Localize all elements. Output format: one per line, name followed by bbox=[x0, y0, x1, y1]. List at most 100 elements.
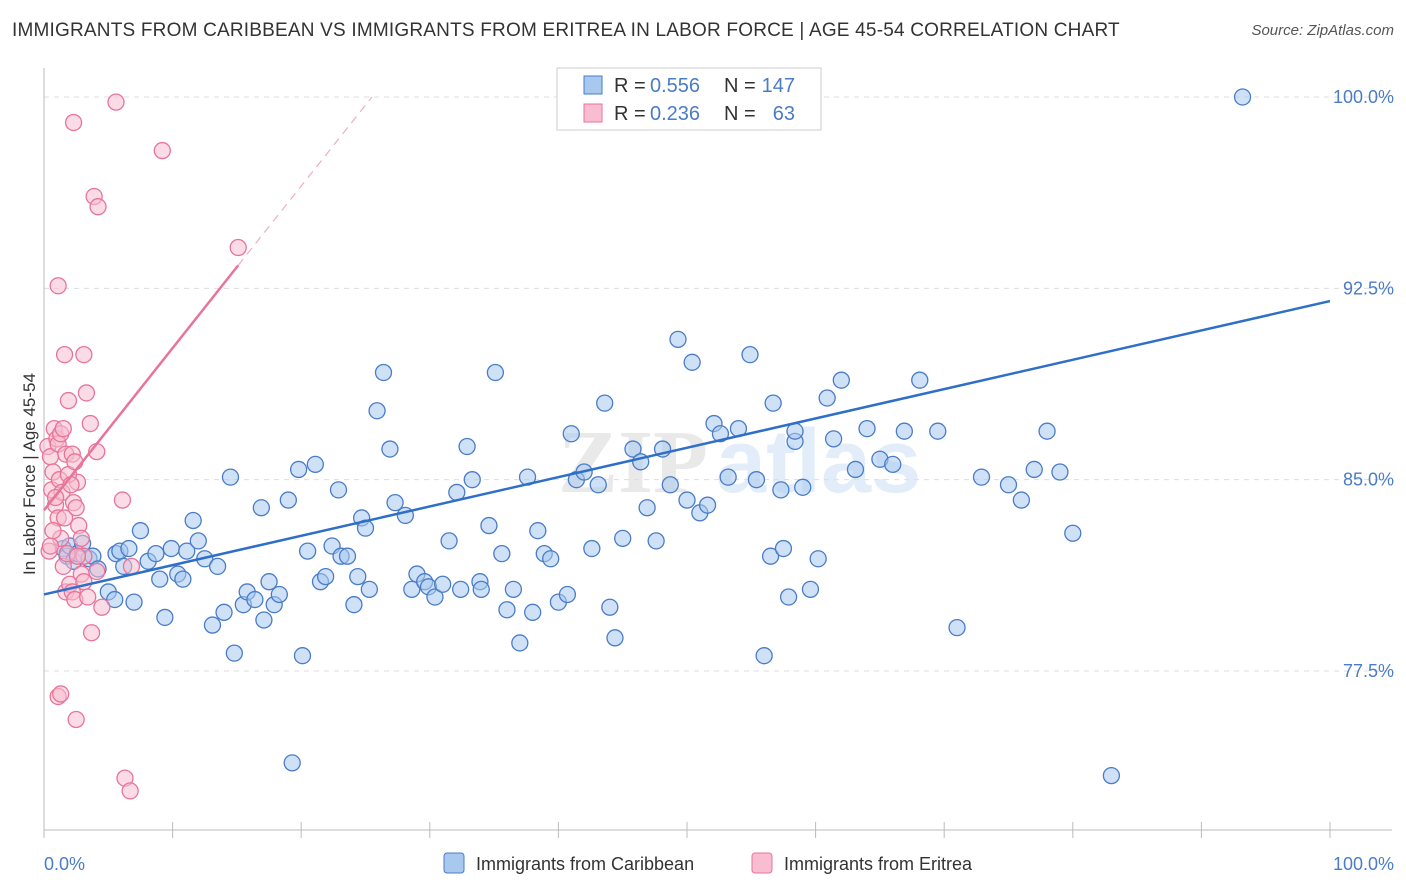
legend: Immigrants from Caribbean Immigrants fro… bbox=[443, 852, 973, 874]
trend-line-eritrea-extension bbox=[237, 96, 373, 266]
y-tick-label: 92.5% bbox=[1343, 278, 1394, 298]
data-point-caribbean bbox=[440, 532, 458, 550]
data-point-caribbean bbox=[349, 567, 367, 586]
data-point-eritrea bbox=[54, 419, 72, 438]
data-point-eritrea bbox=[67, 710, 85, 729]
stats-swatch-caribbean bbox=[583, 75, 603, 95]
data-point-caribbean bbox=[147, 544, 165, 563]
data-point-caribbean bbox=[999, 476, 1018, 494]
data-point-caribbean bbox=[162, 539, 180, 558]
data-point-caribbean bbox=[270, 585, 288, 604]
data-point-eritrea bbox=[77, 384, 96, 402]
data-point-caribbean bbox=[255, 611, 273, 629]
trend-lines bbox=[43, 96, 1331, 596]
data-point-caribbean bbox=[1012, 491, 1031, 509]
stats-r-value-eritrea: 0.236 bbox=[650, 103, 700, 125]
data-point-caribbean bbox=[524, 603, 542, 621]
data-point-caribbean bbox=[764, 394, 782, 412]
data-point-caribbean bbox=[801, 580, 820, 599]
data-point-caribbean bbox=[252, 499, 270, 517]
data-point-caribbean bbox=[293, 647, 312, 665]
data-point-caribbean bbox=[794, 478, 812, 496]
data-point-caribbean bbox=[1102, 766, 1121, 785]
data-point-caribbean bbox=[225, 644, 243, 662]
data-point-caribbean bbox=[246, 590, 264, 609]
data-point-caribbean bbox=[818, 389, 836, 407]
data-point-caribbean bbox=[911, 371, 929, 389]
data-point-caribbean bbox=[596, 394, 614, 412]
data-point-caribbean bbox=[493, 544, 511, 563]
data-point-caribbean bbox=[480, 516, 498, 535]
data-point-eritrea bbox=[75, 346, 93, 364]
data-point-caribbean bbox=[719, 468, 737, 486]
data-point-caribbean bbox=[711, 425, 730, 443]
stats-n-value-eritrea: 63 bbox=[773, 103, 795, 125]
chart-title: IMMIGRANTS FROM CARIBBEAN VS IMMIGRANTS … bbox=[12, 20, 1120, 41]
data-point-caribbean bbox=[452, 580, 470, 599]
data-point-caribbean bbox=[683, 353, 701, 371]
data-point-caribbean bbox=[614, 529, 632, 547]
data-point-eritrea bbox=[89, 198, 107, 216]
data-point-eritrea bbox=[64, 113, 83, 132]
y-axis-title: In Labor Force | Age 45-54 bbox=[20, 373, 39, 575]
data-point-caribbean bbox=[929, 422, 947, 440]
data-point-caribbean bbox=[131, 522, 150, 540]
data-point-caribbean bbox=[329, 481, 348, 499]
stats-r-label-eritrea: R = bbox=[614, 103, 646, 125]
x-axis-ticks bbox=[43, 822, 1331, 838]
data-point-caribbean bbox=[583, 539, 601, 558]
data-point-caribbean bbox=[1038, 422, 1056, 440]
data-point-caribbean bbox=[558, 585, 577, 604]
data-point-caribbean bbox=[529, 522, 547, 540]
data-point-eritrea bbox=[93, 598, 111, 616]
data-point-eritrea bbox=[113, 491, 132, 509]
data-point-caribbean bbox=[846, 460, 865, 479]
data-point-caribbean bbox=[184, 511, 202, 530]
data-point-eritrea bbox=[229, 238, 247, 257]
data-point-caribbean bbox=[504, 580, 523, 599]
data-point-caribbean bbox=[638, 499, 656, 517]
data-point-caribbean bbox=[374, 363, 393, 382]
legend-label-eritrea: Immigrants from Eritrea bbox=[784, 854, 973, 874]
data-point-caribbean bbox=[289, 460, 308, 479]
data-point-caribbean bbox=[178, 542, 196, 560]
data-point-caribbean bbox=[747, 471, 766, 489]
data-point-caribbean bbox=[895, 422, 913, 440]
data-point-caribbean bbox=[779, 588, 798, 606]
data-point-eritrea bbox=[66, 453, 84, 471]
legend-swatch-caribbean bbox=[443, 852, 465, 874]
y-tick-label: 85.0% bbox=[1343, 470, 1394, 490]
data-point-eritrea bbox=[68, 547, 87, 565]
data-point-caribbean bbox=[761, 547, 780, 565]
data-point-eritrea bbox=[82, 624, 101, 642]
data-point-eritrea bbox=[121, 782, 139, 800]
data-point-caribbean bbox=[434, 575, 452, 593]
y-tick-label: 77.5% bbox=[1343, 661, 1394, 681]
data-point-caribbean bbox=[1051, 463, 1069, 481]
data-point-caribbean bbox=[698, 496, 717, 514]
stats-swatch-eritrea bbox=[583, 103, 603, 123]
x-tick-label-0: 0.0% bbox=[44, 854, 85, 874]
data-point-caribbean bbox=[283, 754, 301, 772]
data-point-caribbean bbox=[260, 573, 278, 591]
data-point-caribbean bbox=[345, 596, 363, 614]
data-point-caribbean bbox=[151, 570, 169, 588]
data-point-caribbean bbox=[1025, 460, 1043, 479]
data-point-caribbean bbox=[458, 437, 476, 456]
data-point-caribbean bbox=[120, 539, 138, 558]
data-point-eritrea bbox=[153, 141, 171, 160]
stats-n-label-caribbean: N = bbox=[724, 75, 756, 97]
data-point-eritrea bbox=[55, 509, 74, 527]
data-point-caribbean bbox=[298, 542, 317, 560]
y-tick-label: 100.0% bbox=[1333, 87, 1394, 107]
data-point-caribbean bbox=[589, 476, 607, 494]
data-point-caribbean bbox=[948, 618, 966, 637]
data-point-caribbean bbox=[647, 532, 665, 550]
data-point-eritrea bbox=[67, 499, 85, 517]
data-point-caribbean bbox=[809, 550, 827, 568]
stats-n-value-caribbean: 147 bbox=[762, 75, 795, 97]
data-point-caribbean bbox=[606, 629, 624, 647]
data-point-eritrea bbox=[88, 562, 106, 581]
data-point-caribbean bbox=[208, 557, 227, 576]
